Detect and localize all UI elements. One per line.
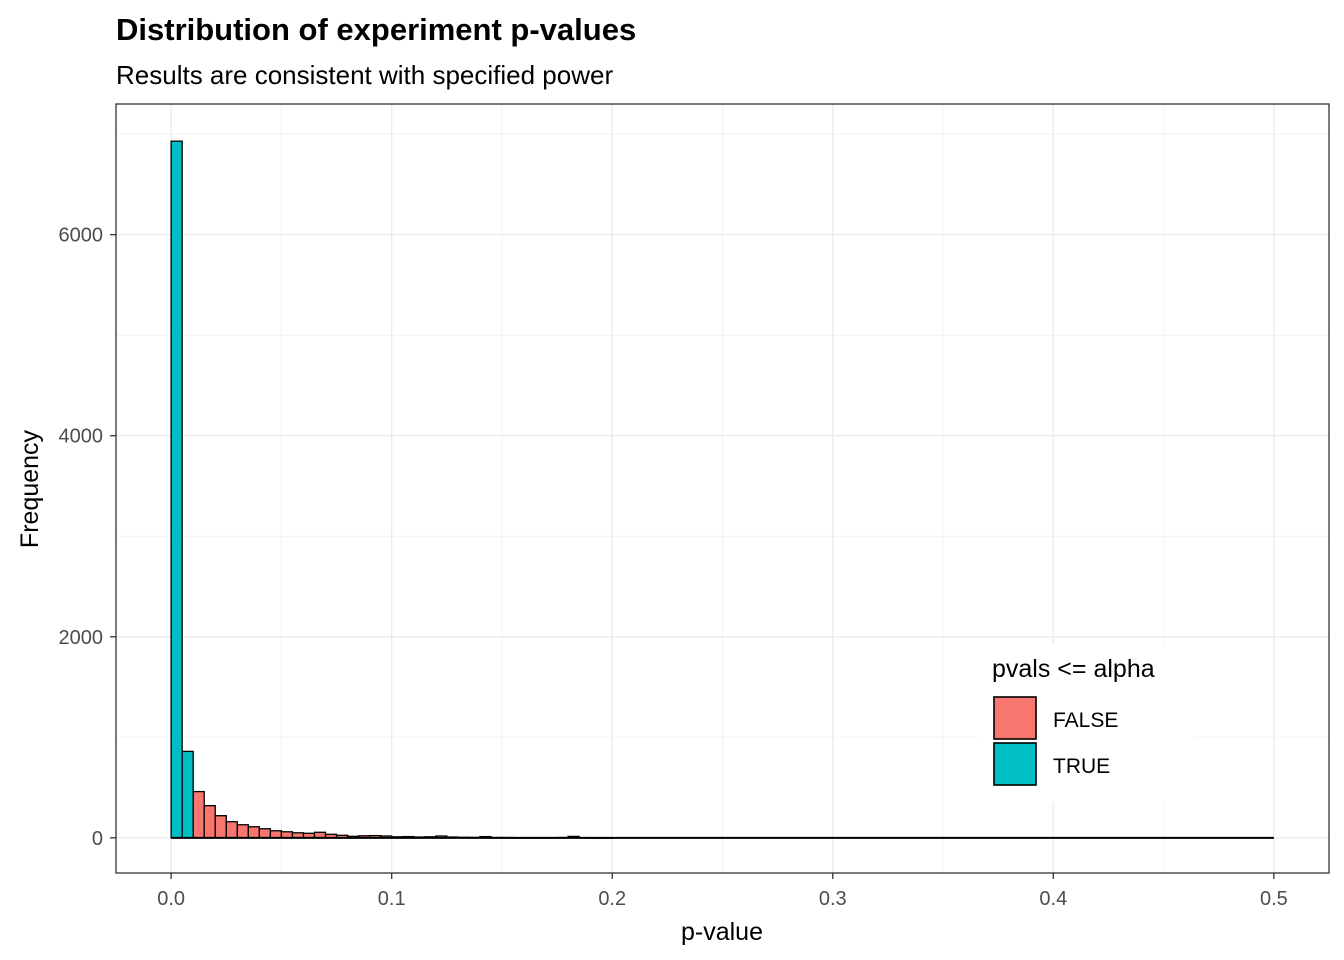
histogram-bar-false: [269, 830, 283, 839]
x-tick-label: 0.3: [819, 888, 847, 910]
x-tick-label: 0.4: [1039, 888, 1067, 910]
histogram-bar-true: [181, 750, 194, 839]
panel-border: [115, 103, 1330, 874]
histogram-bar-true: [170, 140, 183, 839]
histogram-bar-false: [236, 824, 249, 839]
chart-subtitle: Results are consistent with specified po…: [116, 60, 613, 90]
x-axis-title: p-value: [681, 918, 763, 946]
histogram-bar-false: [258, 828, 272, 839]
histogram-bar-false: [203, 804, 216, 839]
x-tick-label: 0.0: [157, 888, 185, 910]
x-tick-label: 0.5: [1260, 888, 1288, 910]
legend-key-true: [993, 742, 1037, 786]
legend: pvals <= alpha FALSE TRUE: [978, 644, 1194, 802]
x-tick-label: 0.1: [378, 888, 406, 910]
y-tick-label: 2000: [59, 627, 104, 649]
histogram-bar-false: [214, 815, 227, 839]
y-axis-title: Frequency: [16, 429, 44, 548]
y-axis: 0 2000 4000 6000: [59, 225, 116, 850]
x-axis: 0.0 0.1 0.2 0.3 0.4 0.5: [157, 873, 1288, 910]
chart-title: Distribution of experiment p-values: [116, 12, 636, 47]
histogram-bar-false: [247, 826, 261, 839]
histogram-bar-false: [192, 790, 205, 839]
legend-key-false: [993, 696, 1037, 740]
y-tick-label: 4000: [59, 426, 104, 448]
histogram-bars: [170, 140, 613, 839]
histogram-bar-false: [225, 821, 238, 839]
y-tick-label: 6000: [59, 225, 104, 247]
legend-title: pvals <= alpha: [992, 655, 1155, 683]
y-tick-label: 0: [92, 828, 103, 850]
legend-label-false: FALSE: [1053, 709, 1118, 732]
x-tick-label: 0.2: [598, 888, 626, 910]
legend-label-true: TRUE: [1053, 755, 1110, 778]
